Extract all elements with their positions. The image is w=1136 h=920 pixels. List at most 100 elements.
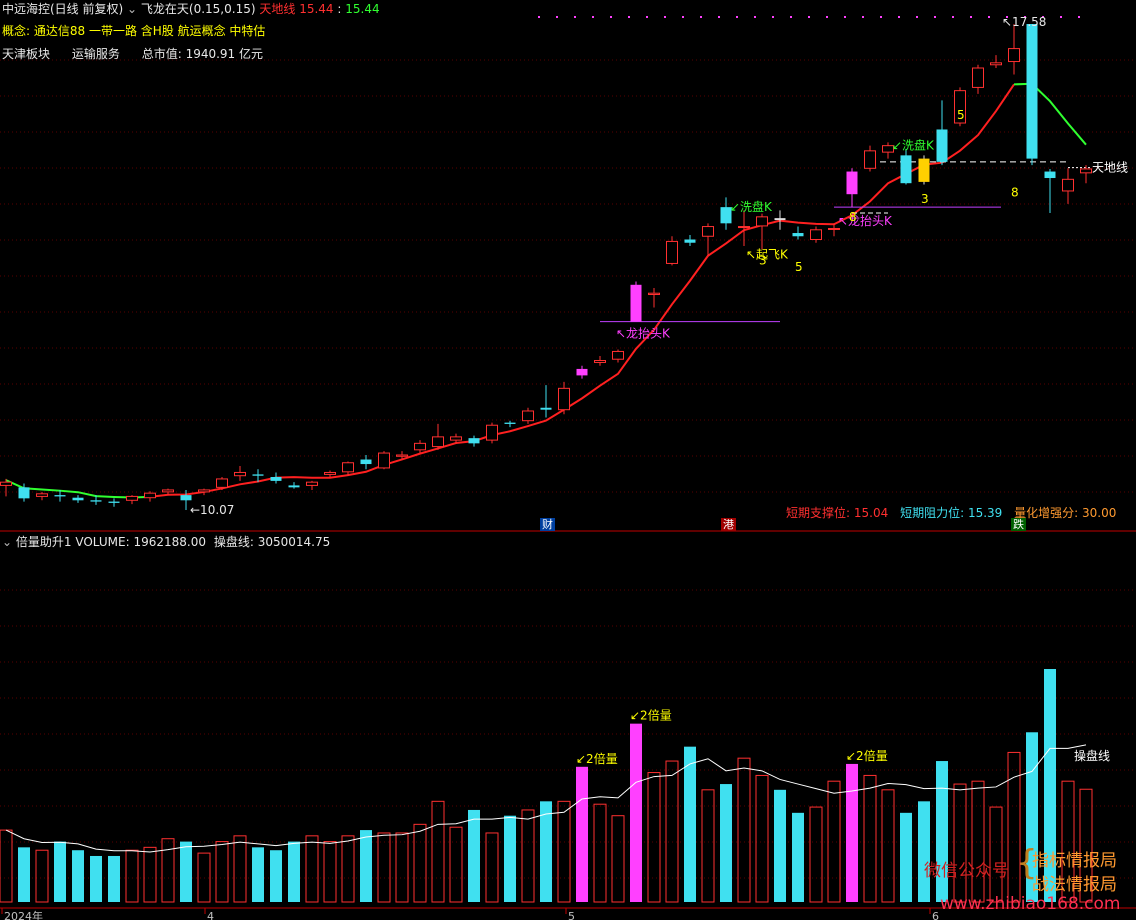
top-marker-dot xyxy=(952,16,954,18)
top-marker-dot xyxy=(772,16,774,18)
watermark-wechat: 微信公众号 xyxy=(924,861,1009,881)
volume-bar xyxy=(1026,732,1038,902)
top-marker-dot xyxy=(826,16,828,18)
volume-bar xyxy=(215,841,229,903)
indicator-name[interactable]: 飞龙在天(0.15,0.15) xyxy=(140,2,256,16)
volume-bar xyxy=(881,789,895,903)
candle xyxy=(0,481,12,486)
marker-cai[interactable]: 财 xyxy=(540,518,555,531)
industry: 运输服务 xyxy=(71,47,120,61)
volume-bar xyxy=(54,841,66,902)
tiandixian-value2: 15.44 xyxy=(345,2,380,16)
volume-bar xyxy=(180,841,192,902)
title-row: 中远海控(日线 前复权) ⌄ 飞龙在天(0.15,0.15) 天地线 15.44… xyxy=(2,2,380,16)
volume-bar xyxy=(630,723,642,902)
volume-bar xyxy=(900,812,912,902)
watermark-line1: 指标情报局 xyxy=(1032,851,1117,871)
volume-bar xyxy=(1007,751,1021,903)
top-marker-dot xyxy=(1042,16,1044,18)
volume-bar xyxy=(521,809,535,903)
volume-bar xyxy=(161,838,175,903)
volume-bar xyxy=(233,835,247,903)
x-axis-label: 6 xyxy=(932,910,939,920)
candle xyxy=(756,216,768,227)
volume-bar xyxy=(611,815,625,903)
collapse-icon[interactable]: ⌄ xyxy=(2,535,13,549)
candle xyxy=(864,150,876,169)
caopanxian-label: 操盘线: xyxy=(213,535,254,549)
top-marker-dot xyxy=(1006,16,1008,18)
top-marker-dot xyxy=(934,16,936,18)
top-marker-dot xyxy=(880,16,882,18)
volume-bar xyxy=(323,841,337,903)
grid-lines xyxy=(0,16,1136,909)
volume-bar xyxy=(197,852,211,903)
caopanxian-line xyxy=(5,744,1087,853)
candle xyxy=(828,227,840,230)
volume-bar xyxy=(395,832,409,903)
concept-list: 通达信88 一带一路 含H股 航运概念 中特估 xyxy=(33,24,266,38)
x-axis-label: 4 xyxy=(207,910,214,920)
candle xyxy=(252,474,264,476)
marker-die[interactable]: 跌 xyxy=(1011,518,1026,531)
high-price-label: ↖17.58 xyxy=(1002,15,1046,29)
volume-bar xyxy=(143,846,157,903)
caopanxian-value: 3050014.75 xyxy=(257,535,331,549)
candle xyxy=(954,90,966,124)
top-marker-dot xyxy=(610,16,612,18)
volume-bar xyxy=(755,774,769,903)
stock-title[interactable]: 中远海控(日线 前复权) xyxy=(2,2,124,16)
collapse-icon[interactable]: ⌄ xyxy=(127,2,138,16)
volume-bars xyxy=(0,669,1093,903)
longtaitou-label: ↖龙抬头K xyxy=(616,327,671,341)
top-marker-dot xyxy=(682,16,684,18)
xipan-label: ↙洗盘K xyxy=(892,138,935,153)
candle xyxy=(918,158,930,182)
top-marker-dot xyxy=(646,16,648,18)
candle xyxy=(810,229,822,240)
candle xyxy=(900,155,912,184)
top-marker-dot xyxy=(574,16,576,18)
candle xyxy=(1008,48,1020,63)
candle xyxy=(486,424,498,441)
volume-bar xyxy=(413,823,427,903)
candle xyxy=(738,226,750,229)
count-label: 8 xyxy=(1011,185,1019,199)
watermark-url: www.zhibiao168.com xyxy=(940,894,1121,914)
top-marker-dot xyxy=(718,16,720,18)
volume-bar xyxy=(576,766,588,902)
top-marker-dot xyxy=(988,16,990,18)
volume-bar xyxy=(809,806,823,903)
top-marker-dot xyxy=(664,16,666,18)
annotations: ↖17.58 ←10.07 ↖龙抬头K ↖龙抬头K ↖起飞K ↙洗盘K ↙洗盘K 天地线 3 5 8… xyxy=(1,15,1128,920)
candle xyxy=(324,471,336,475)
x-axis-label: 2024年 xyxy=(4,909,43,920)
volume-bar xyxy=(971,780,985,903)
marker-gang[interactable]: 港 xyxy=(721,518,736,531)
support-value: 15.04 xyxy=(853,506,889,520)
volume-bar xyxy=(431,800,445,903)
candle xyxy=(378,452,390,469)
candle xyxy=(342,462,354,473)
volume-bar xyxy=(989,806,1003,903)
tiandixian-label: 天地线 xyxy=(259,2,296,16)
top-marker-dot xyxy=(808,16,810,18)
candle xyxy=(72,497,84,501)
candle xyxy=(846,171,858,195)
candle xyxy=(270,476,282,481)
count-label: 5 xyxy=(957,108,965,122)
xipan-label: ↙洗盘K xyxy=(730,199,773,214)
candle xyxy=(288,485,300,488)
count-label: 5 xyxy=(795,260,803,274)
top-marker-dot xyxy=(1078,16,1080,18)
candle xyxy=(1044,171,1056,179)
volume-bar xyxy=(1061,780,1075,903)
volume-indicator-name[interactable]: 倍量助升1 xyxy=(15,535,72,549)
candle xyxy=(360,459,372,465)
candle xyxy=(36,493,48,497)
volume-bar xyxy=(125,849,139,903)
candle xyxy=(450,436,462,441)
low-price-label: ←10.07 xyxy=(190,503,234,517)
candle xyxy=(1062,178,1074,192)
